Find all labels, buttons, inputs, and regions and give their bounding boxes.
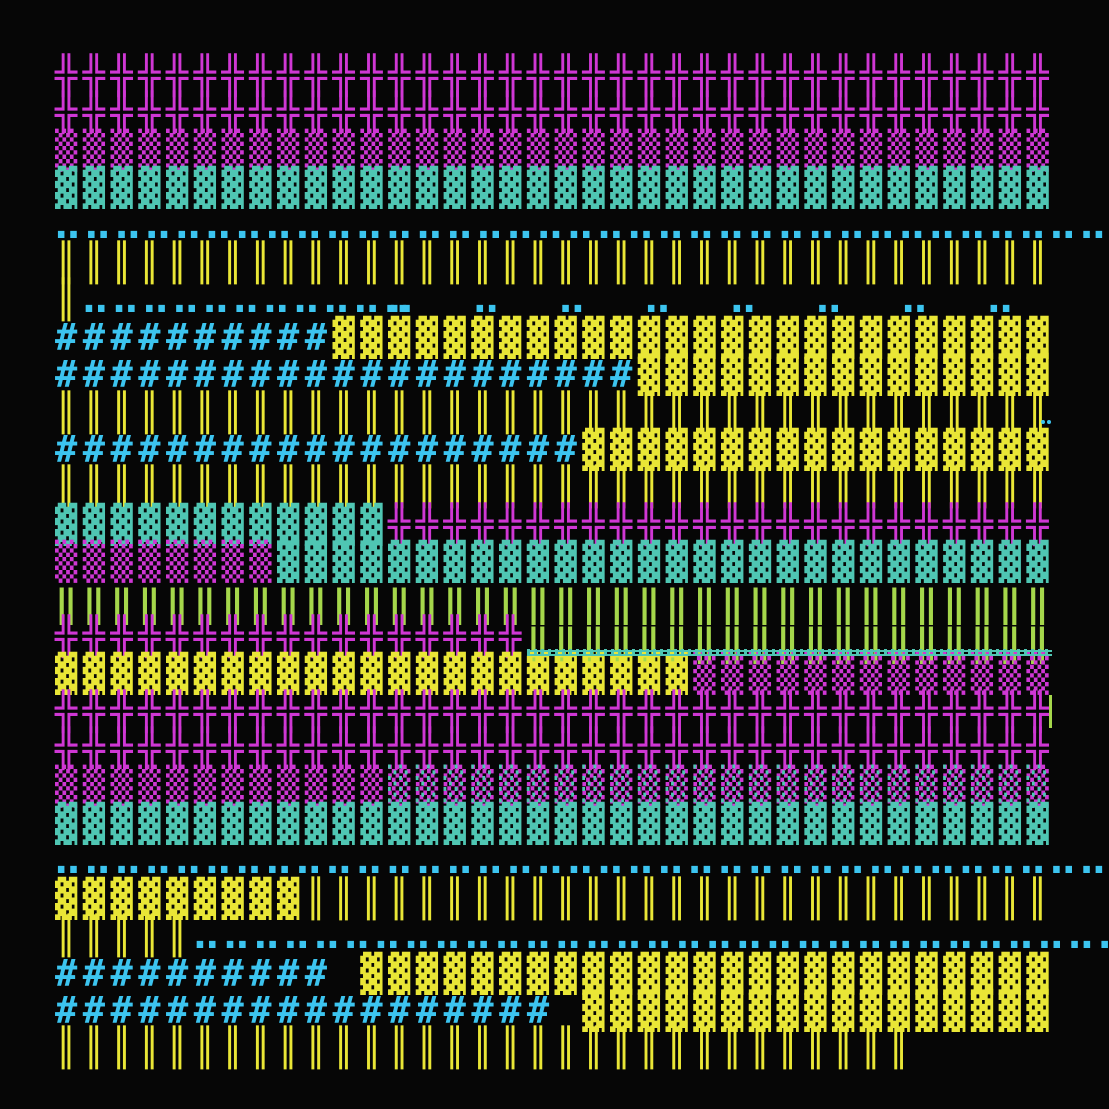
glyph-row-14-segment: ▒▒▒▒▒▒▒▒ — [55, 540, 278, 584]
glyph-row-26-segment: ▓▓▓▓▓▓▓▓▓▓▓▓▓▓▓▓▓ — [582, 989, 1055, 1032]
glyph-row-27-segment: ║║║║║║║║║║║║║║║║║║║║║║║║║║║║║║║ — [55, 1026, 916, 1070]
glyph-row-8-segment: ########## — [55, 315, 333, 359]
glyph-row-3-segment: ▒▒▒▒▒▒▒▒▒▒▒▒▒▒▒▒▒▒▒▒▒▒▒▒▒▒▒▒▒▒▒▒▒▒▒▒ — [55, 128, 1055, 172]
glyph-row-8-segment: ▓▓▓▓▓▓▓▓▓▓▓▓▓▓▓▓▓▓▓▓▓▓▓▓▓▓ — [332, 315, 1055, 359]
glyph-row-11-segment: ################### — [55, 428, 583, 471]
glyph-row-16-segment: ╬╬╬╬╬╬╬╬╬╬╬╬╬╬╬╬╬ — [55, 615, 527, 658]
glyph-row-20-segment: ▒▒▒▒▒▒▒▒▒▒▒▒▒▒▒▒▒▒▒▒▒▒▒▒▒▒▒▒▒▒▒▒▒▒▒▒ — [55, 764, 1055, 808]
glyph-row-9-segment: ▓▓▓▓▓▓▓▓▓▓▓▓▓▓▓ — [637, 353, 1055, 397]
glyph-row-5-segment: ‥‥‥‥‥‥‥‥‥‥‥‥‥‥‥‥‥‥‥‥‥‥‥‥‥‥‥‥‥‥‥‥‥‥‥‥ — [55, 203, 1109, 247]
glyph-row-21-segment: ▓▓▓▓▓▓▓▓▓▓▓▓▓▓▓▓▓▓▓▓▓▓▓▓▓▓▓▓▓▓▓▓▓▓▓▓ — [55, 802, 1055, 845]
teal-underline-band — [527, 649, 1052, 656]
glyph-row-25-segment: ▓▓▓▓▓▓▓▓▓▓▓▓▓▓▓▓▓▓▓▓▓▓▓▓▓ — [360, 951, 1055, 995]
glyph-row-18-segment: ╬╬╬╬╬╬╬╬╬╬╬╬╬╬╬╬╬╬╬╬╬╬╬╬╬╬╬╬╬╬╬╬╬╬╬╬ — [55, 689, 1055, 733]
glyph-row-23-segment: ║║║║║║║║║║║║║║║║║║║║║║║║║║║ — [304, 876, 1055, 920]
glyph-row-22-segment: ‥‥‥‥‥‥‥‥‥‥‥‥‥‥‥‥‥‥‥‥‥‥‥‥‥‥‥‥‥‥‥‥‥‥‥‥ — [55, 839, 1109, 883]
glyph-row-19-segment: ╬╬╬╬╬╬╬╬╬╬╬╬╬╬╬╬╬╬╬╬╬╬╬╬╬╬╬╬╬╬╬╬╬╬╬╬ — [55, 727, 1055, 771]
glyph-row-13-segment: ▓▓▓▓▓▓▓▓▓▓▓▓ — [55, 502, 389, 546]
glyph-row-14-segment: ▓▓▓▓▓▓▓▓▓▓▓▓▓▓▓▓▓▓▓▓▓▓▓▓▓▓▓▓ — [277, 540, 1055, 584]
glyph-row-23-segment: ▓▓▓▓▓▓▓▓▓ — [55, 876, 305, 920]
glyph-row-24-segment: ║║║║║ — [55, 914, 194, 958]
glyph-row-2-segment: ╬╬╬╬╬╬╬╬╬╬╬╬╬╬╬╬╬╬╬╬╬╬╬╬╬╬╬╬╬╬╬╬╬╬╬╬ — [55, 91, 1055, 135]
glyph-row-9-segment: ##################### — [55, 353, 638, 397]
green-edge-line — [1049, 695, 1052, 728]
glyph-row-12-segment: ║║║║║║║║║║║║║║║║║║║║║║║║║║║║║║║║║║║║ — [55, 465, 1055, 509]
glyph-row-4-segment: ▓▓▓▓▓▓▓▓▓▓▓▓▓▓▓▓▓▓▓▓▓▓▓▓▓▓▓▓▓▓▓▓▓▓▓▓ — [55, 166, 1055, 210]
glyph-row-7-segment: ║ — [55, 278, 83, 322]
glyph-row-10-segment: ║║║║║║║║║║║║║║║║║║║║║║║║║║║║║║║║║║║║ — [55, 390, 1055, 434]
glyph-row-7-segment: ‥‥‥‥‥‥‥‥ — [388, 278, 1074, 322]
glyph-row-13-segment: ╬╬╬╬╬╬╬╬╬╬╬╬╬╬╬╬╬╬╬╬╬╬╬╬ — [388, 502, 1055, 546]
glyph-row-1-segment: ╬╬╬╬╬╬╬╬╬╬╬╬╬╬╬╬╬╬╬╬╬╬╬╬╬╬╬╬╬╬╬╬╬╬╬╬ — [55, 54, 1055, 97]
glyph-row-6-segment: ║║║║║║║║║║║║║║║║║║║║║║║║║║║║║║║║║║║║ — [55, 241, 1055, 284]
glyph-row-7-segment: ‥‥‥‥‥‥‥‥‥‥‥ — [82, 278, 415, 322]
glyph-row-20-segment: ░░░░░░░░░░░░░░░░░░░░░░░░ — [388, 764, 1055, 808]
stray-cyan-dot — [1041, 420, 1045, 424]
glyph-row-17-segment: ▓▓▓▓▓▓▓▓▓▓▓▓▓▓▓▓▓▓▓▓▓▓▓ — [55, 652, 694, 696]
glyph-row-17-segment: ▒▒▒▒▒▒▒▒▒▒▒▒▒ — [693, 652, 1055, 696]
glyph-row-15-segment: ‖‖‖‖‖‖‖‖‖‖‖‖‖‖‖‖‖‖‖‖‖‖‖‖‖‖‖‖‖‖‖‖‖‖‖‖ — [55, 581, 1055, 625]
glyph-row-26-segment: ################## — [55, 989, 555, 1032]
glyph-row-11-segment: ▓▓▓▓▓▓▓▓▓▓▓▓▓▓▓▓▓ — [582, 428, 1055, 471]
glyph-row-24-segment: ‥‥‥‥‥‥‥‥‥‥‥‥‥‥‥‥‥‥‥‥‥‥‥‥‥‥‥‥‥‥‥ — [193, 914, 1109, 958]
glyph-row-25-segment: ########## — [55, 951, 333, 995]
